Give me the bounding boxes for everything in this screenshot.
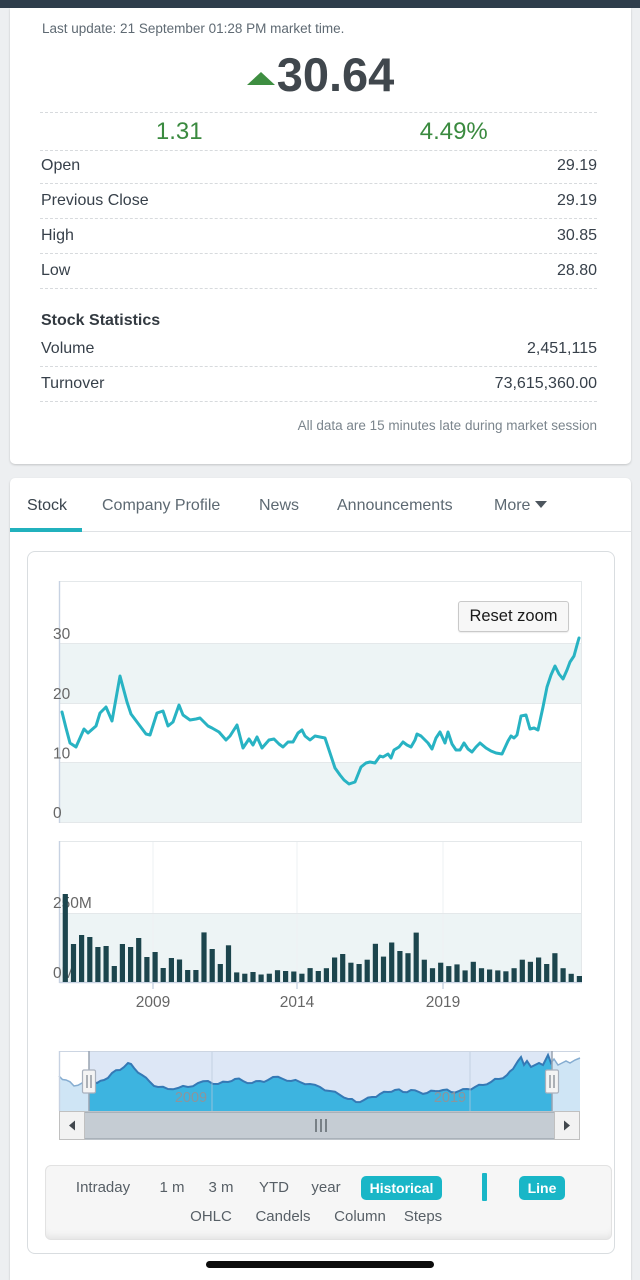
svg-text:2009: 2009 [175, 1090, 207, 1106]
svg-text:2014: 2014 [280, 994, 315, 1011]
svg-text:2019: 2019 [434, 1090, 466, 1106]
svg-text:2009: 2009 [136, 994, 170, 1011]
svg-text:20: 20 [53, 686, 71, 703]
svg-text:0: 0 [53, 805, 62, 822]
svg-text:10: 10 [53, 746, 71, 763]
svg-text:250M: 250M [53, 895, 92, 912]
svg-text:30: 30 [53, 626, 71, 643]
svg-text:2019: 2019 [426, 994, 460, 1011]
